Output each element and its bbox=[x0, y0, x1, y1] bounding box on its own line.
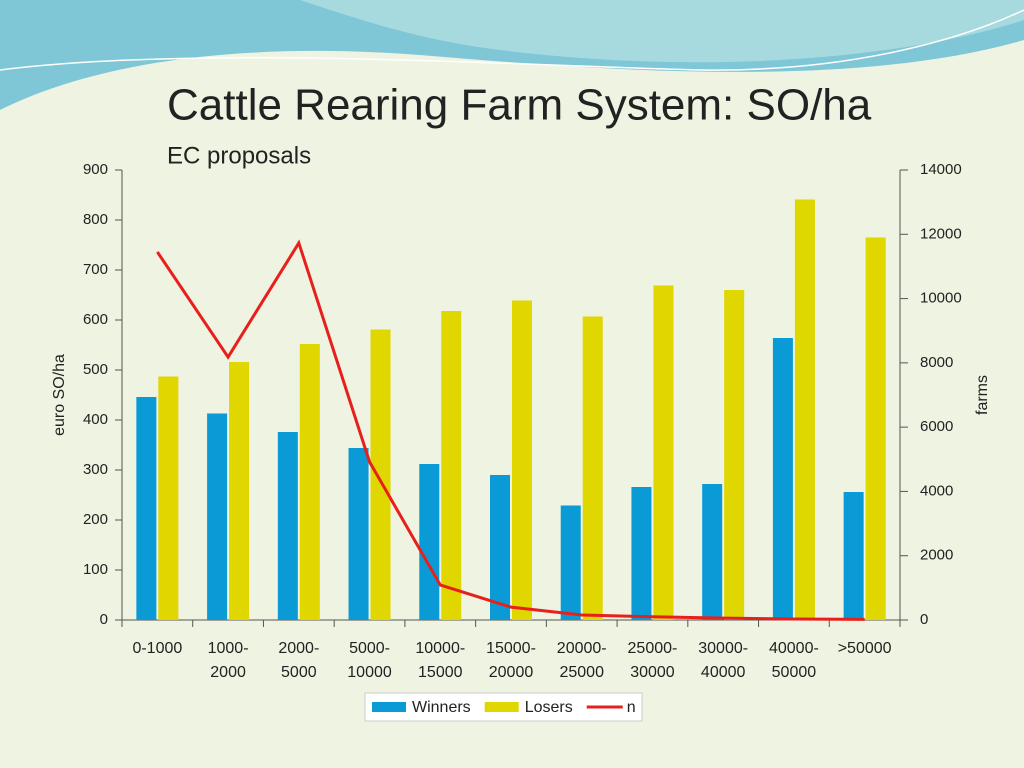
bar bbox=[158, 376, 179, 620]
bar bbox=[419, 464, 440, 620]
y-tick-label: 800 bbox=[83, 211, 108, 228]
y2-tick-label: 14000 bbox=[920, 161, 962, 178]
bar bbox=[277, 432, 298, 620]
legend-label: Losers bbox=[525, 699, 573, 716]
bar bbox=[490, 475, 510, 620]
x-tick-label: 0-1000 bbox=[132, 640, 183, 657]
legend-label: n bbox=[627, 699, 636, 716]
bar bbox=[370, 329, 391, 620]
bar bbox=[512, 300, 532, 620]
y-tick-label: 900 bbox=[83, 161, 108, 178]
chart-title: Cattle Rearing Farm System: SO/ha bbox=[167, 81, 872, 130]
bar bbox=[653, 285, 674, 620]
y2-tick-label: 8000 bbox=[920, 354, 953, 371]
y2-tick-label: 6000 bbox=[920, 418, 953, 435]
bar bbox=[229, 362, 250, 620]
bar bbox=[441, 311, 462, 620]
x-tick-label: 20000- 25000 bbox=[556, 640, 607, 681]
chart-subtitle: EC proposals bbox=[167, 142, 311, 169]
y2-tick-label: 12000 bbox=[920, 225, 962, 242]
x-tick-label: 5000- 10000 bbox=[347, 640, 392, 681]
header-wave bbox=[300, 0, 1024, 63]
y-tick-label: 0 bbox=[100, 611, 108, 628]
bar bbox=[794, 199, 815, 620]
x-tick-label: 40000- 50000 bbox=[768, 640, 819, 681]
y-axis-label: euro SO/ha bbox=[51, 354, 68, 436]
x-tick-label: 25000- 30000 bbox=[627, 640, 678, 681]
bar bbox=[702, 484, 723, 620]
y-tick-label: 600 bbox=[83, 311, 108, 328]
header-line bbox=[0, 9, 1024, 71]
bar bbox=[560, 505, 581, 620]
bar bbox=[772, 338, 793, 620]
y-tick-label: 400 bbox=[83, 411, 108, 428]
y2-tick-label: 4000 bbox=[920, 482, 953, 499]
bar bbox=[136, 397, 157, 620]
bar bbox=[299, 344, 320, 620]
y-tick-label: 700 bbox=[83, 261, 108, 278]
y2-tick-label: 0 bbox=[920, 611, 928, 628]
bar bbox=[865, 237, 886, 620]
bar bbox=[348, 448, 369, 620]
y-tick-label: 500 bbox=[83, 361, 108, 378]
bar bbox=[582, 316, 603, 620]
bar bbox=[843, 492, 864, 620]
y-tick-label: 100 bbox=[83, 561, 108, 578]
y-tick-label: 300 bbox=[83, 461, 108, 478]
legend-swatch bbox=[372, 702, 406, 712]
y2-tick-label: 2000 bbox=[920, 547, 953, 564]
bar bbox=[724, 290, 745, 620]
x-tick-label: 1000- 2000 bbox=[207, 640, 249, 681]
x-tick-label: 15000- 20000 bbox=[486, 640, 536, 681]
x-tick-label: >50000 bbox=[837, 640, 892, 657]
legend-label: Winners bbox=[412, 699, 471, 716]
bar bbox=[631, 487, 652, 620]
x-tick-label: 2000- 5000 bbox=[278, 640, 320, 681]
line-series bbox=[156, 239, 865, 621]
y2-axis-label: farms bbox=[974, 375, 991, 415]
bar bbox=[207, 413, 228, 620]
x-tick-label: 10000- 15000 bbox=[415, 640, 466, 681]
y-tick-label: 200 bbox=[83, 511, 108, 528]
y2-tick-label: 10000 bbox=[920, 290, 962, 307]
x-tick-label: 30000- 40000 bbox=[698, 640, 749, 681]
legend-swatch bbox=[484, 702, 519, 712]
